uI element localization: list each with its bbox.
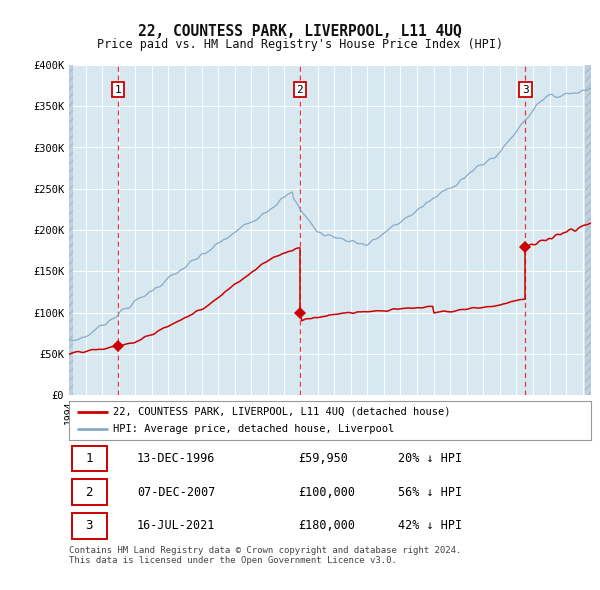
Text: 13-DEC-1996: 13-DEC-1996 <box>137 452 215 465</box>
Text: 22, COUNTESS PARK, LIVERPOOL, L11 4UQ (detached house): 22, COUNTESS PARK, LIVERPOOL, L11 4UQ (d… <box>113 407 451 417</box>
FancyBboxPatch shape <box>71 479 107 505</box>
Text: 2: 2 <box>86 486 93 499</box>
FancyBboxPatch shape <box>71 445 107 471</box>
Bar <box>585 65 591 395</box>
Text: 20% ↓ HPI: 20% ↓ HPI <box>398 452 462 465</box>
Text: 3: 3 <box>86 519 93 532</box>
Text: HPI: Average price, detached house, Liverpool: HPI: Average price, detached house, Live… <box>113 424 395 434</box>
Text: 2: 2 <box>296 85 303 94</box>
Text: 42% ↓ HPI: 42% ↓ HPI <box>398 519 462 532</box>
Text: Price paid vs. HM Land Registry's House Price Index (HPI): Price paid vs. HM Land Registry's House … <box>97 38 503 51</box>
Text: 1: 1 <box>115 85 121 94</box>
Text: £100,000: £100,000 <box>299 486 356 499</box>
Text: Contains HM Land Registry data © Crown copyright and database right 2024.
This d: Contains HM Land Registry data © Crown c… <box>69 546 461 565</box>
Text: 07-DEC-2007: 07-DEC-2007 <box>137 486 215 499</box>
Text: £180,000: £180,000 <box>299 519 356 532</box>
FancyBboxPatch shape <box>71 513 107 539</box>
Bar <box>69 65 73 395</box>
Text: 1: 1 <box>86 452 93 465</box>
Text: 22, COUNTESS PARK, LIVERPOOL, L11 4UQ: 22, COUNTESS PARK, LIVERPOOL, L11 4UQ <box>138 24 462 38</box>
Text: 3: 3 <box>522 85 529 94</box>
Text: 56% ↓ HPI: 56% ↓ HPI <box>398 486 462 499</box>
Text: £59,950: £59,950 <box>299 452 349 465</box>
Text: 16-JUL-2021: 16-JUL-2021 <box>137 519 215 532</box>
